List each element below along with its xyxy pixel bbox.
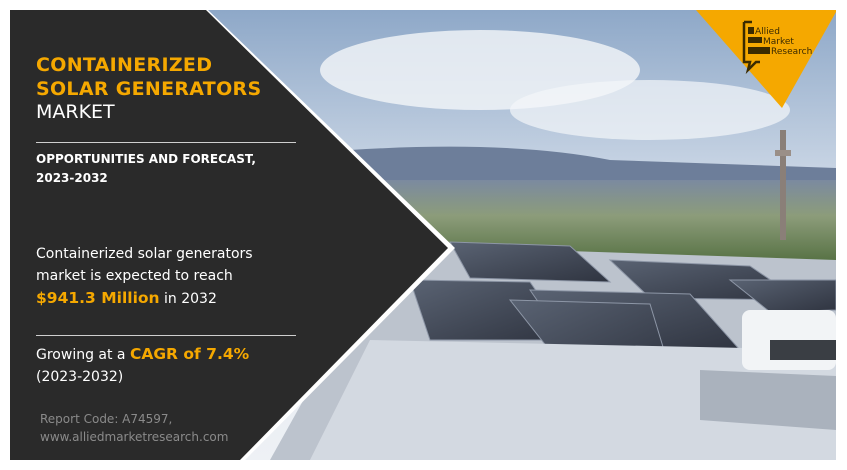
divider	[36, 335, 296, 336]
divider	[36, 142, 296, 143]
subtitle: OPPORTUNITIES AND FORECAST, 2023-2032	[36, 152, 256, 185]
title-line-3: MARKET	[36, 101, 115, 123]
logo-corner-badge	[696, 10, 836, 108]
growth-text: Growing at a CAGR of 7.4% (2023-2032)	[36, 343, 286, 388]
title-line-1: CONTAINERIZED	[36, 54, 213, 76]
market-size-text: Containerized solar generators market is…	[36, 243, 276, 310]
market-text-before: Containerized solar generators market is…	[36, 246, 253, 284]
cagr-value: CAGR of 7.4%	[129, 345, 250, 363]
footer: Report Code: A74597, www.alliedmarketres…	[40, 410, 228, 446]
title-line-2: SOLAR GENERATORS	[36, 78, 262, 100]
report-code: Report Code: A74597,	[40, 412, 173, 426]
market-text-after: in 2032	[164, 291, 217, 307]
website: www.alliedmarketresearch.com	[40, 430, 229, 444]
infographic-card	[10, 10, 836, 460]
market-value: $941.3 Million	[36, 289, 160, 307]
svg-text:Market: Market	[763, 37, 794, 47]
svg-text:Research: Research	[771, 47, 812, 57]
growth-text-before: Growing at a	[36, 347, 126, 363]
svg-text:Allied: Allied	[755, 27, 780, 37]
dark-panel	[10, 10, 836, 460]
allied-market-research-logo: Allied Market Research	[742, 20, 812, 74]
growth-period: (2023-2032)	[36, 369, 124, 385]
